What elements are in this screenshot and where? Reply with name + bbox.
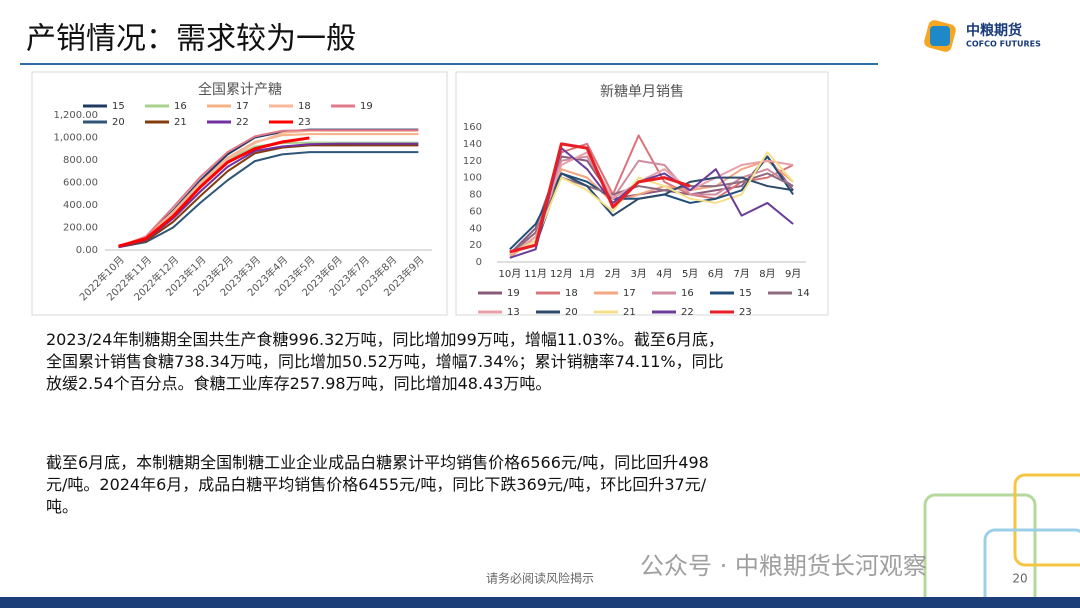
page-number: 20	[1012, 572, 1027, 586]
text-line: 元/吨。2024年6月，成品白糖平均销售价格6455元/吨，同比下跌369元/吨…	[46, 475, 707, 494]
footer-note: 请务必阅读风险揭示	[486, 571, 594, 586]
series-line	[509, 151, 794, 257]
legend-label: 23	[298, 117, 311, 128]
footer-bar	[0, 597, 1080, 608]
series-line	[509, 142, 691, 254]
x-tick-label: 8月	[759, 268, 775, 280]
legend-label: 20	[112, 117, 125, 128]
legend-label: 20	[565, 307, 578, 318]
x-tick-label: 11月	[524, 268, 547, 280]
legend-label: 21	[174, 117, 187, 128]
x-tick-label: 10月	[499, 268, 522, 280]
y-tick-label: 100	[463, 173, 482, 184]
legend-label: 22	[681, 307, 694, 318]
x-tick-label: 2月	[605, 268, 621, 280]
x-tick-label: 5月	[682, 268, 698, 280]
x-tick-label: 12月	[550, 268, 573, 280]
y-tick-label: 60	[469, 206, 482, 217]
series-line	[509, 155, 794, 256]
legend-label: 19	[360, 101, 373, 112]
text-line: 2023/24年制糖期全国共生产食糖996.32万吨，同比增加99万吨，增幅11…	[46, 330, 725, 349]
legend-label: 15	[112, 101, 125, 112]
legend-label: 18	[298, 101, 311, 112]
legend-label: 22	[236, 117, 249, 128]
y-tick-label: 0	[476, 257, 482, 268]
x-tick-label: 4月	[656, 268, 672, 280]
logo-en: COFCO FUTURES	[966, 40, 1041, 49]
legend-label: 15	[739, 288, 752, 299]
legend-label: 21	[623, 307, 636, 318]
chart-frame	[31, 71, 448, 316]
y-tick-label: 1,000.00	[53, 133, 98, 144]
series-line	[118, 142, 419, 249]
y-tick-label: 200.00	[63, 223, 98, 234]
y-tick-label: 40	[469, 223, 482, 234]
y-tick-label: 1,200.00	[53, 110, 98, 121]
legend-label: 14	[797, 288, 810, 299]
text-line: 放缓2.54个百分点。食糖工业库存257.98万吨，同比增加48.43万吨。	[46, 374, 552, 393]
y-tick-label: 140	[463, 139, 482, 150]
y-tick-label: 0.00	[76, 245, 98, 256]
watermark: 公众号 · 中粮期货长河观察	[640, 552, 927, 580]
legend-label: 17	[623, 288, 636, 299]
paragraph: 2023/24年制糖期全国共生产食糖996.32万吨，同比增加99万吨，增幅11…	[46, 329, 724, 395]
y-tick-label: 800.00	[63, 155, 98, 166]
series-line	[118, 151, 419, 249]
series-line	[509, 151, 794, 255]
decor	[923, 473, 1080, 608]
y-tick-label: 20	[469, 240, 482, 251]
y-tick-label: 400.00	[63, 200, 98, 211]
text-line: 截至6月底，本制糖期全国制糖工业企业成品白糖累计平均销售价格6566元/吨，同比…	[46, 453, 709, 472]
y-tick-label: 120	[463, 156, 482, 167]
series-line	[118, 144, 419, 249]
legend-label: 23	[739, 307, 752, 318]
y-tick-label: 600.00	[63, 178, 98, 189]
y-tick-label: 160	[463, 122, 482, 133]
legend-label: 16	[681, 288, 694, 299]
legend-label: 19	[507, 288, 520, 299]
logo: 中粮期货 COFCO FUTURES	[924, 20, 1041, 52]
paragraph: 截至6月底，本制糖期全国制糖工业企业成品白糖累计平均销售价格6566元/吨，同比…	[46, 452, 709, 518]
slide-title: 产销情况：需求较为一般	[26, 22, 356, 57]
text-line: 吨。	[46, 497, 79, 516]
x-tick-label: 7月	[733, 268, 749, 280]
text-line: 全国累计销售食糖738.34万吨，同比增加50.52万吨，增幅7.34%；累计销…	[46, 352, 724, 371]
legend-label: 13	[507, 307, 520, 318]
legend-label: 16	[174, 101, 187, 112]
chart-title: 全国累计产糖	[198, 81, 282, 98]
legend-label: 17	[236, 101, 249, 112]
chart-title: 新糖单月销售	[600, 84, 684, 100]
series-line	[118, 136, 310, 248]
x-tick-label: 1月	[579, 268, 595, 280]
x-tick-label: 3月	[630, 268, 646, 280]
x-tick-label: 9月	[785, 268, 801, 280]
series-line	[118, 129, 419, 248]
logo-cn: 中粮期货	[966, 22, 1022, 39]
y-tick-label: 80	[469, 190, 482, 201]
series-line	[509, 172, 794, 253]
x-tick-label: 6月	[708, 268, 724, 280]
legend-label: 18	[565, 288, 578, 299]
